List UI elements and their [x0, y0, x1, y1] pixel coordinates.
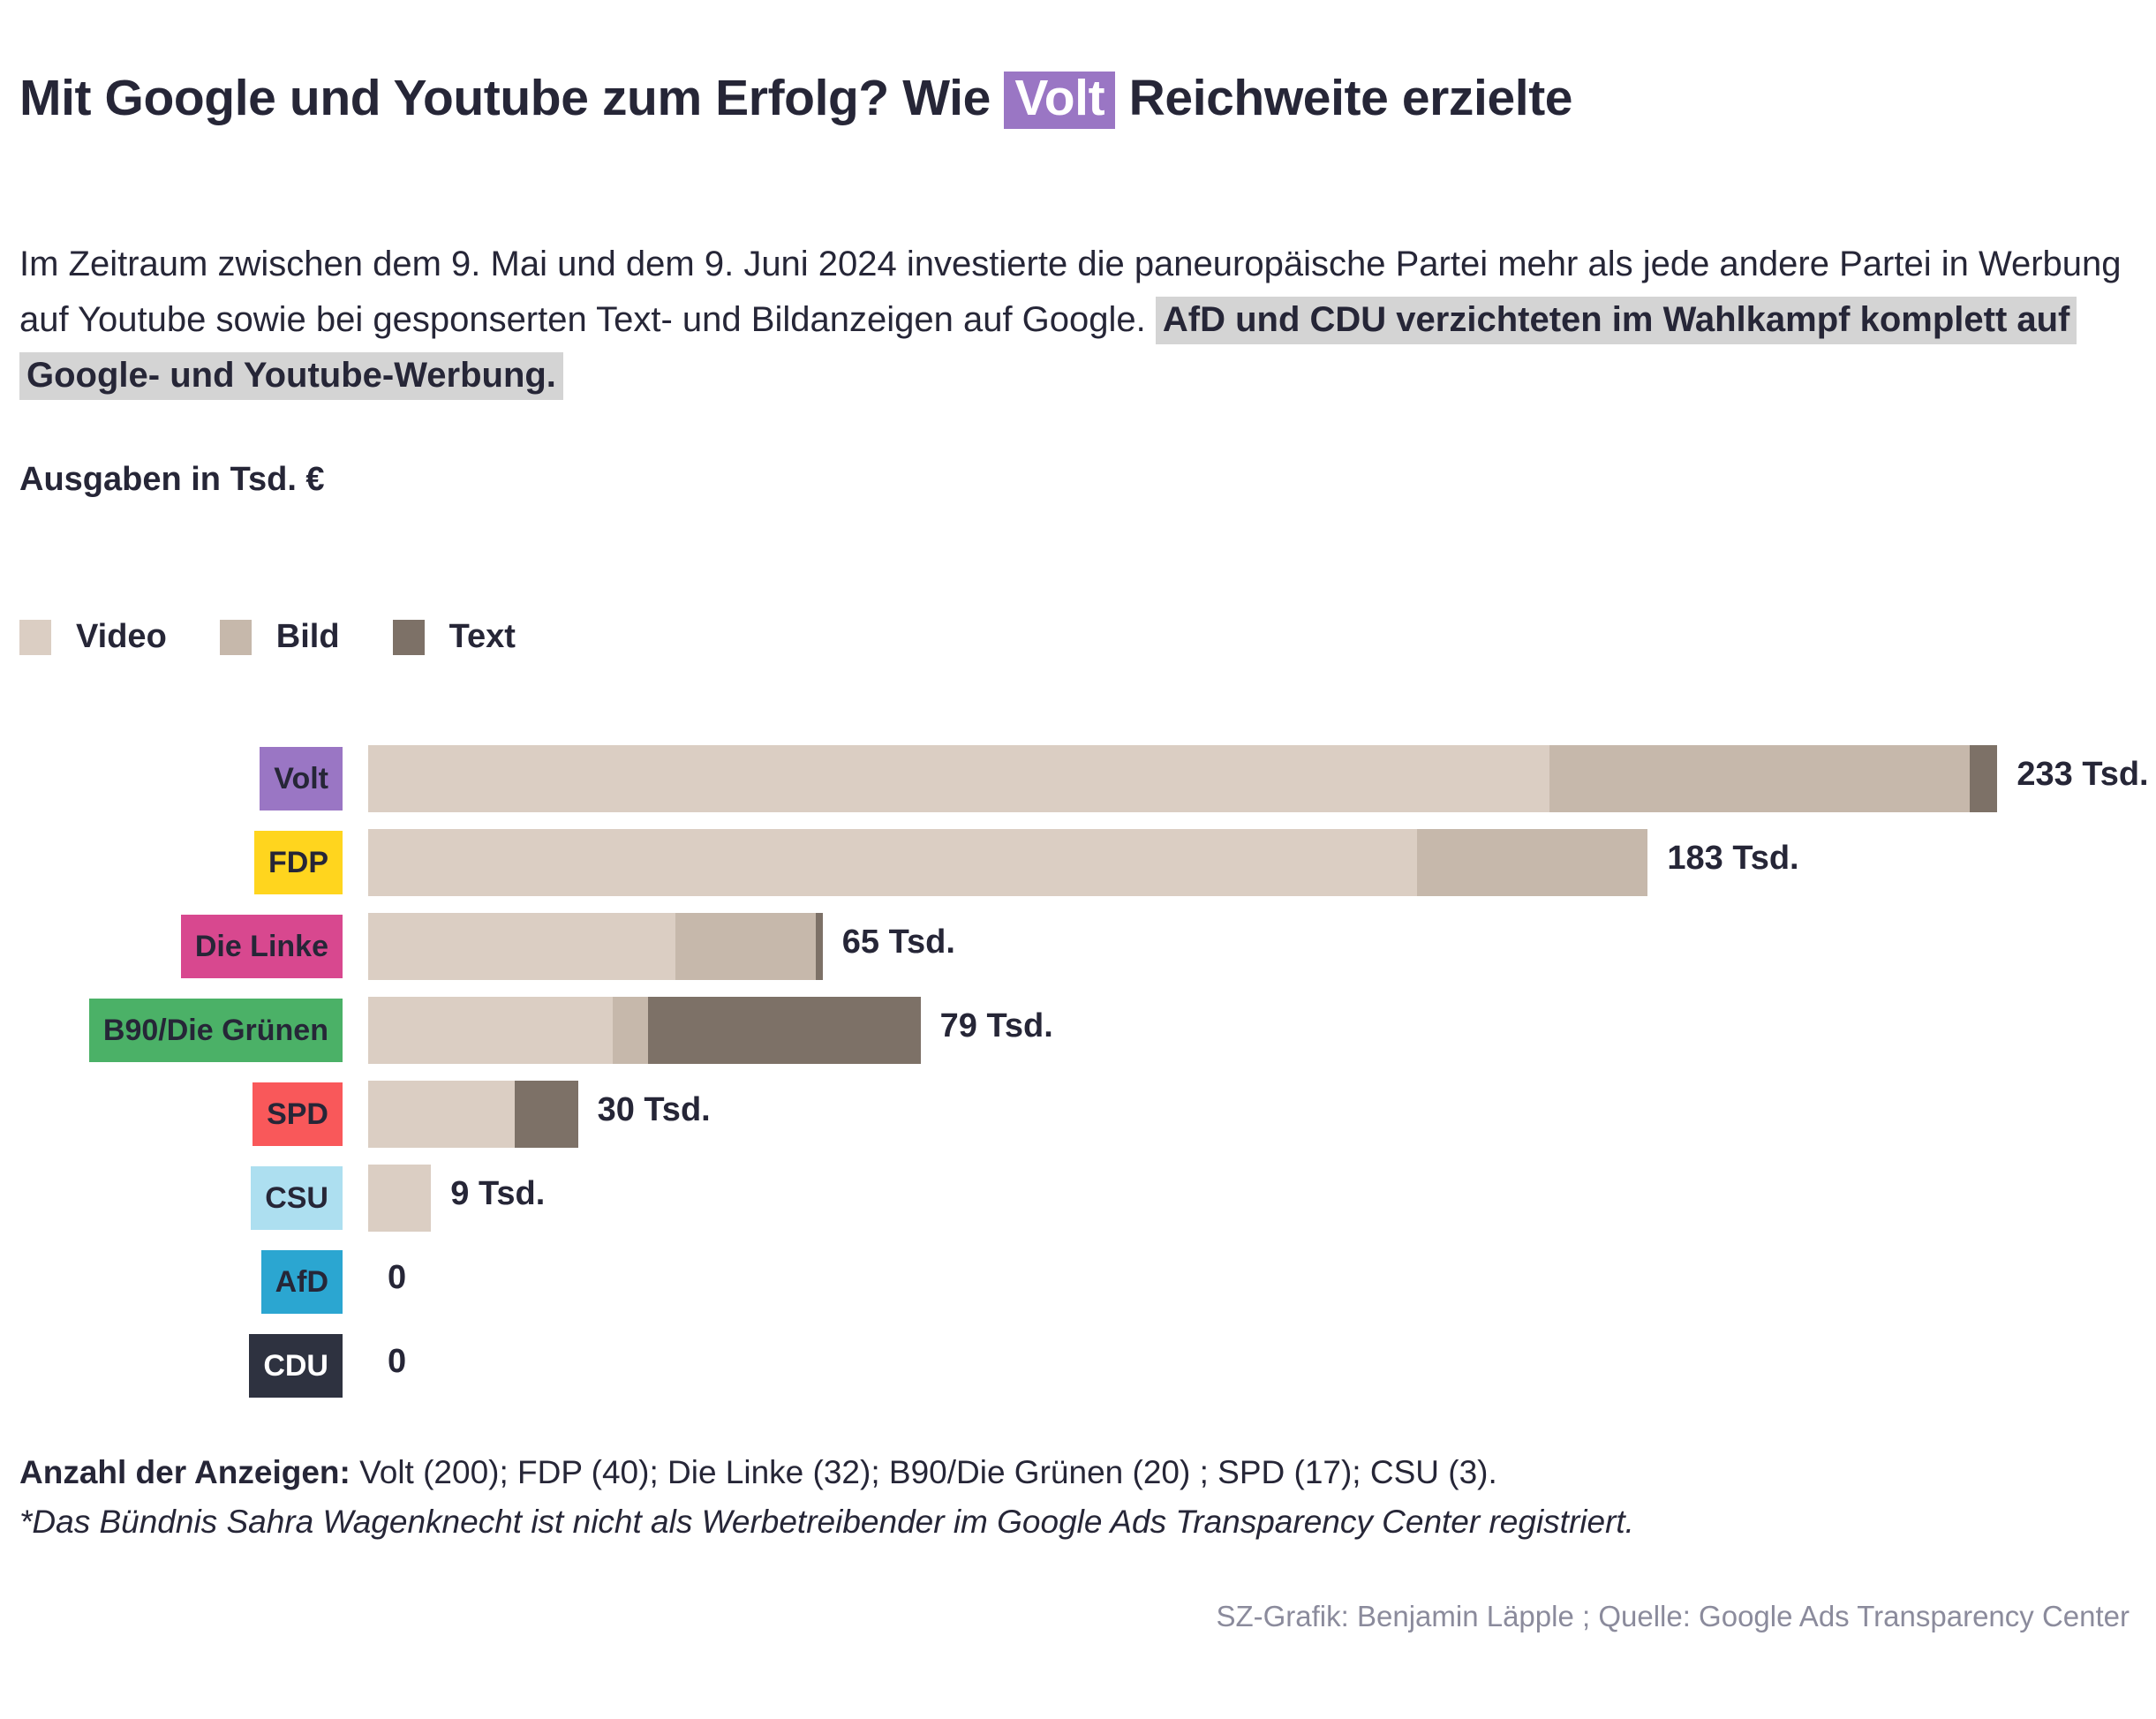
bar-die-linke [368, 913, 823, 980]
bar-value-label: 183 Tsd. [1667, 840, 1799, 877]
bar-segment-text [515, 1081, 578, 1148]
party-chip-cdu: CDU [249, 1334, 343, 1398]
legend-item-bild: Bild [219, 618, 340, 656]
legend-label-bild: Bild [275, 618, 340, 655]
bar-value-label: 233 Tsd. [2017, 756, 2149, 793]
legend-swatch-video [19, 619, 51, 655]
subtitle-body: Im Zeitraum zwischen dem 9. Mai und dem … [19, 245, 2122, 339]
axis-label: Ausgaben in Tsd. € [19, 461, 325, 498]
bar-segment-bild [1417, 829, 1648, 896]
chart-row: AfD 0 [0, 1245, 2156, 1324]
bar-value-label: 0 [388, 1259, 407, 1296]
bar-segment-video [368, 745, 1550, 812]
chart-row: SPD 30 Tsd. [0, 1077, 2156, 1157]
title-text-before: Mit Google und Youtube zum Erfolg? Wie [19, 70, 1005, 127]
ad-count-label: Anzahl der Anzeigen: [19, 1454, 351, 1490]
legend-swatch-text [392, 619, 425, 655]
bar-segment-text [815, 913, 823, 980]
chart-row: Die Linke 65 Tsd. [0, 909, 2156, 989]
party-chip-fdp: FDP [254, 831, 343, 894]
bar-segment-video [368, 1165, 432, 1232]
legend-swatch-bild [219, 619, 252, 655]
party-chip-spd: SPD [253, 1082, 343, 1146]
bar-value-label: 9 Tsd. [450, 1175, 546, 1212]
chart-row: CDU 0 [0, 1329, 2156, 1408]
bar-segment-bild [675, 913, 816, 980]
source-credit: SZ-Grafik: Benjamin Läpple ; Quelle: Goo… [1216, 1600, 2130, 1632]
party-chip-b90-die-gr-nen: B90/Die Grünen [88, 999, 343, 1062]
chart-row: B90/Die Grünen 79 Tsd. [0, 993, 2156, 1073]
bar-segment-video [368, 913, 676, 980]
bar-volt [368, 745, 1998, 812]
chart-row: CSU 9 Tsd. [0, 1161, 2156, 1240]
party-chip-volt: Volt [260, 747, 343, 810]
bar-value-label: 79 Tsd. [939, 1007, 1053, 1044]
bar-value-label: 30 Tsd. [597, 1091, 711, 1128]
ad-count-values: Volt (200); FDP (40); Die Linke (32); B9… [350, 1454, 1497, 1490]
legend-item-text: Text [392, 618, 516, 656]
bar-segment-text [1969, 745, 1998, 812]
bar-value-label: 65 Tsd. [841, 924, 955, 961]
bar-spd [368, 1081, 578, 1148]
party-chip-die-linke: Die Linke [180, 915, 343, 978]
legend-label-video: Video [76, 618, 167, 655]
bar-segment-video [368, 997, 614, 1064]
bar-b90-die-gr-nen [368, 997, 921, 1064]
chart-legend: Video Bild Text [19, 618, 569, 656]
bar-segment-bild [613, 997, 648, 1064]
stacked-bar-chart: Volt 233 Tsd. FDP 183 Tsd. Die Linke 65 Tsd. B… [0, 742, 2156, 1413]
bar-fdp [368, 829, 1648, 896]
legend-label-text: Text [449, 618, 516, 655]
bar-segment-video [368, 829, 1417, 896]
footnotes: Anzahl der Anzeigen: Volt (200); FDP (40… [19, 1448, 2121, 1547]
bsw-footnote: *Das Bündnis Sahra Wagenknecht ist nicht… [19, 1504, 1634, 1540]
ad-count-note: Anzahl der Anzeigen: Volt (200); FDP (40… [19, 1448, 2121, 1497]
chart-row: FDP 183 Tsd. [0, 826, 2156, 905]
party-chip-afd: AfD [260, 1250, 343, 1314]
bar-segment-video [368, 1081, 516, 1148]
bar-segment-bild [1549, 745, 1970, 812]
bar-csu [368, 1165, 432, 1232]
page-title: Mit Google und Youtube zum Erfolg? Wie V… [19, 69, 2050, 130]
title-text-after: Reichweite erzielte [1115, 70, 1573, 127]
subtitle: Im Zeitraum zwischen dem 9. Mai und dem … [19, 237, 2130, 403]
bar-segment-text [647, 997, 921, 1064]
title-highlight-volt: Volt [1004, 72, 1116, 130]
chart-row: Volt 233 Tsd. [0, 742, 2156, 821]
party-chip-csu: CSU [251, 1166, 343, 1230]
bar-value-label: 0 [388, 1343, 407, 1380]
legend-item-video: Video [19, 618, 167, 656]
